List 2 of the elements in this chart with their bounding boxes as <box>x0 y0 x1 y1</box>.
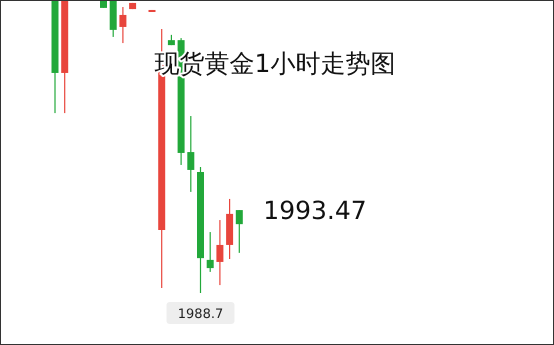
annotation: 1988.7 <box>178 307 224 322</box>
text: 1993.47 <box>263 196 367 226</box>
